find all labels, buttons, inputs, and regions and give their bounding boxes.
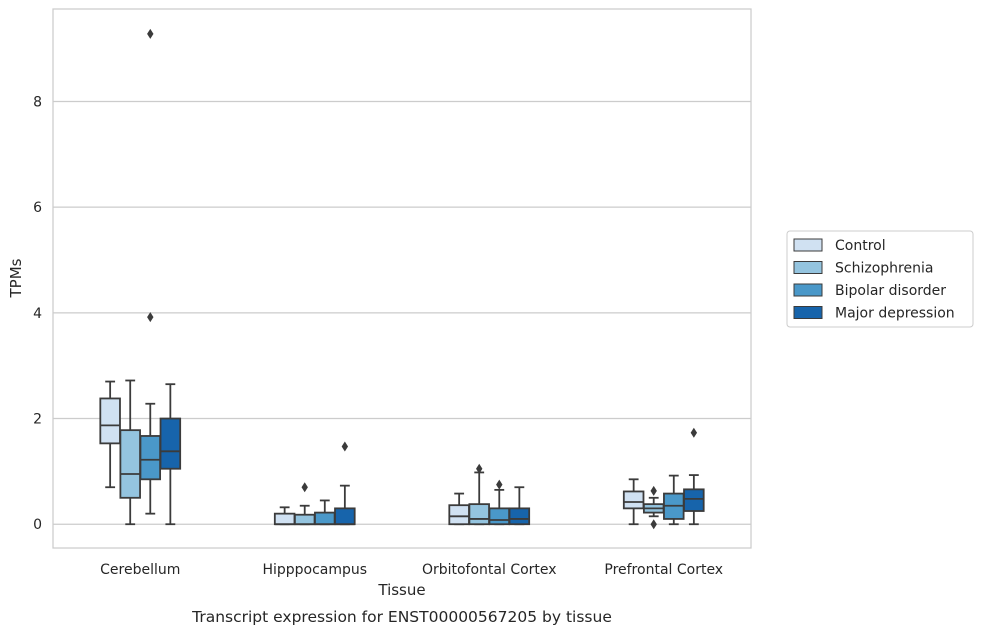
box-4-1 bbox=[622, 478, 645, 526]
y-tick-label: 4 bbox=[33, 306, 42, 322]
x-tick-label: Cerebellum bbox=[100, 562, 180, 578]
outlier-point bbox=[147, 28, 154, 39]
outlier-point bbox=[650, 519, 657, 530]
legend-swatch bbox=[793, 238, 823, 252]
box-body bbox=[468, 503, 490, 526]
outlier-point bbox=[147, 312, 154, 323]
x-tick-label: Orbitofontal Cortex bbox=[422, 562, 557, 578]
x-tick-label: Hipppocampus bbox=[262, 562, 367, 578]
box-1-3 bbox=[139, 28, 162, 515]
y-tick-label: 2 bbox=[33, 412, 42, 428]
box-3-4 bbox=[508, 486, 531, 526]
y-tick-label: 6 bbox=[33, 200, 42, 216]
x-tick-label: Prefrontal Cortex bbox=[604, 562, 723, 578]
box-body bbox=[273, 512, 296, 526]
box-series bbox=[99, 28, 705, 530]
box-body bbox=[622, 490, 645, 510]
box-body bbox=[159, 417, 182, 470]
x-axis-ticks: Cerebellum Hipppocampus Orbitofontal Corte… bbox=[100, 562, 723, 578]
outlier-point bbox=[690, 427, 698, 438]
outlier-point bbox=[301, 482, 308, 493]
box-3-2 bbox=[468, 463, 490, 526]
legend-frame bbox=[786, 230, 974, 328]
y-tick-label: 0 bbox=[33, 517, 42, 533]
legend-label: Bipolar disorder bbox=[835, 283, 946, 299]
y-axis-label: TPMs bbox=[7, 258, 25, 298]
box-body bbox=[293, 513, 316, 526]
plot-frame bbox=[52, 8, 752, 549]
box-3-3 bbox=[488, 479, 511, 526]
box-body bbox=[448, 504, 470, 526]
box-body bbox=[683, 488, 705, 512]
box-body bbox=[119, 429, 141, 499]
box-body bbox=[334, 507, 356, 526]
legend-label: Major depression bbox=[835, 306, 955, 322]
box-body bbox=[508, 507, 531, 526]
legend-swatch bbox=[793, 283, 823, 297]
x-axis-label: Tissue bbox=[377, 581, 425, 599]
box-1-1 bbox=[99, 380, 121, 489]
y-tick-label: 8 bbox=[33, 94, 42, 110]
legend-swatch bbox=[793, 306, 823, 319]
box-2-2 bbox=[293, 482, 316, 526]
box-body bbox=[99, 397, 121, 445]
box-4-3 bbox=[663, 474, 685, 526]
box-body bbox=[139, 435, 162, 481]
box-1-4 bbox=[159, 383, 182, 526]
box-2-3 bbox=[314, 499, 336, 526]
box-4-4 bbox=[683, 427, 705, 526]
outlier-point bbox=[496, 479, 503, 490]
legend: Control Schizophrenia Bipolar disorder Majo… bbox=[786, 230, 974, 328]
chart-caption: Transcript expression for ENST0000056720… bbox=[191, 608, 612, 626]
box-1-2 bbox=[119, 379, 141, 526]
box-2-4 bbox=[334, 441, 356, 526]
legend-label: Control bbox=[835, 238, 886, 254]
legend-label: Schizophrenia bbox=[835, 261, 933, 277]
y-axis-ticks: 0 2 4 6 8 bbox=[33, 94, 42, 533]
outlier-point bbox=[476, 463, 483, 474]
outlier-point bbox=[650, 485, 657, 496]
legend-swatch bbox=[793, 261, 823, 274]
box-body bbox=[314, 511, 336, 526]
box-body bbox=[488, 507, 511, 526]
outlier-point bbox=[341, 441, 349, 452]
